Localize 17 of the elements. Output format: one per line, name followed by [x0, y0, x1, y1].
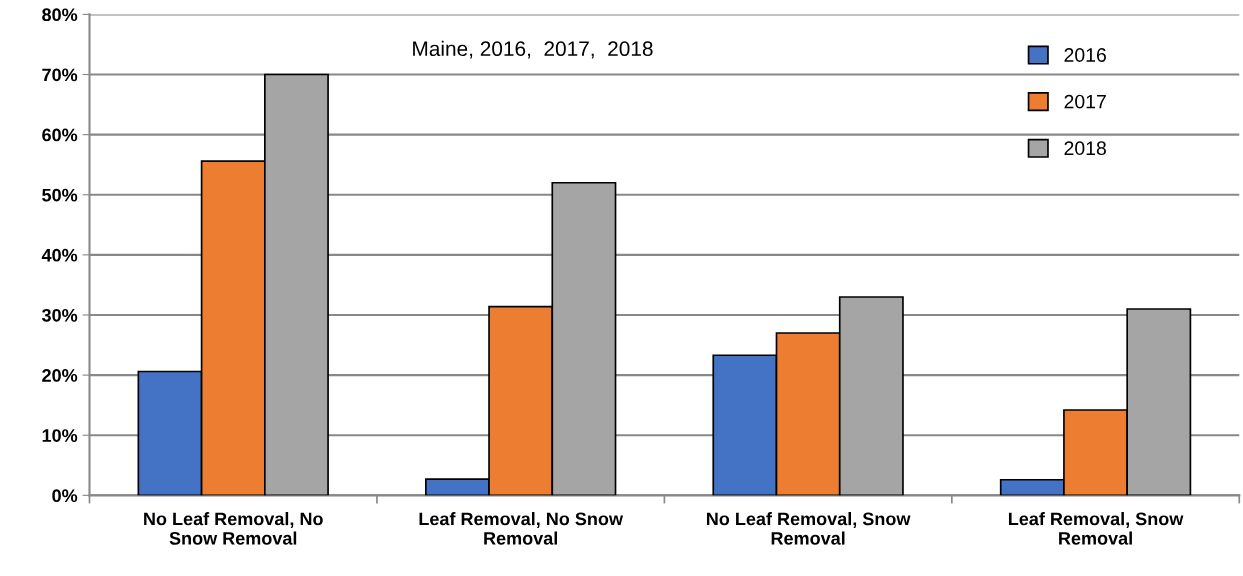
y-tick-label: 40%	[41, 248, 78, 262]
y-tick-label: 70%	[42, 68, 78, 82]
y-tick-label: 20%	[42, 369, 78, 382]
x-tick-label: No Leaf Removal, Snow Removal	[706, 512, 911, 545]
x-tick-label: No Leaf Removal, No Snow Removal	[144, 512, 323, 545]
x-tick-label: Leaf Removal, Snow Removal	[1008, 512, 1184, 545]
y-tick-label: 60%	[42, 128, 78, 142]
legend-label: 2018	[1064, 141, 1106, 156]
x-tick-label: Leaf Removal, No Snow Removal	[419, 512, 624, 545]
y-tick-label: 80%	[42, 8, 78, 22]
text: Maine, 2016, 2017, 2018	[413, 40, 653, 59]
y-tick-label: 10%	[42, 429, 78, 442]
y-tick-label: 0%	[52, 489, 78, 503]
y-tick-label: 30%	[41, 308, 78, 322]
y-tick-label: 50%	[42, 188, 78, 202]
legend-label: 2017	[1064, 94, 1106, 109]
legend-label: 2016	[1064, 48, 1106, 62]
